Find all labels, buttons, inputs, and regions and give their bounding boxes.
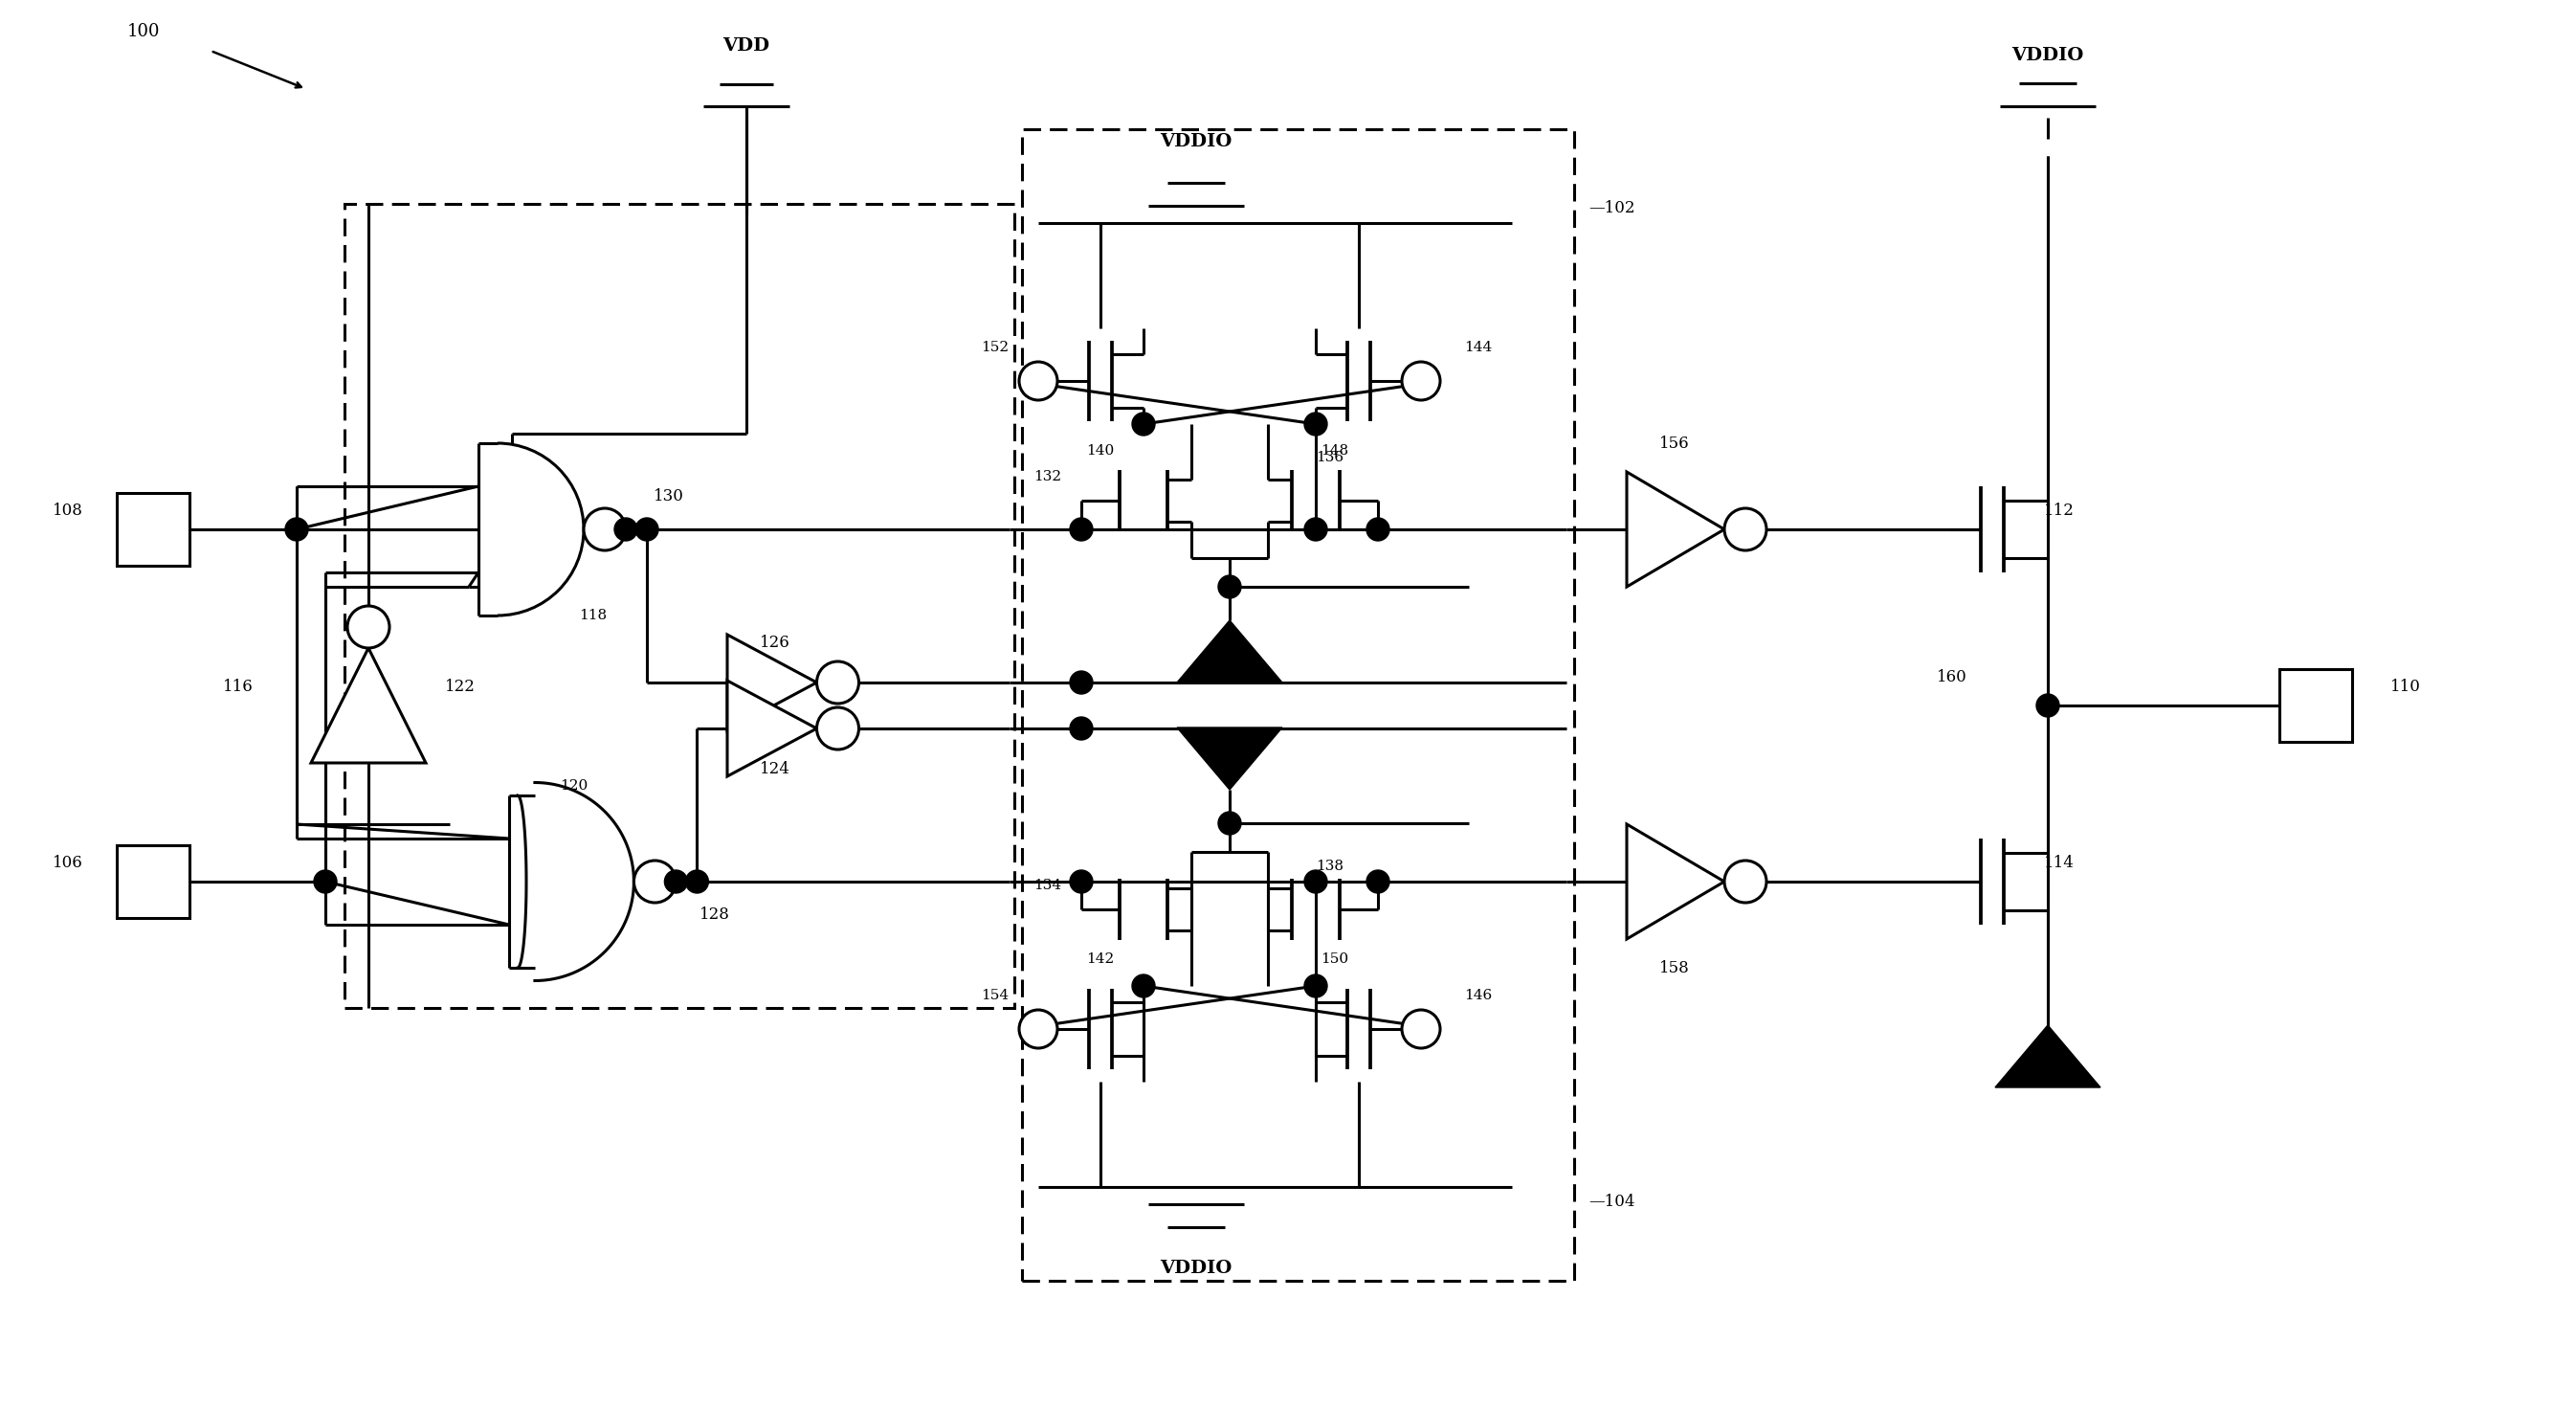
Text: 136: 136 (1316, 451, 1345, 464)
Polygon shape (312, 649, 425, 763)
Text: 160: 160 (1937, 668, 1968, 685)
Circle shape (286, 517, 309, 541)
Circle shape (1401, 362, 1440, 400)
Circle shape (1303, 974, 1327, 997)
Text: VDD: VDD (724, 37, 770, 55)
Polygon shape (726, 634, 817, 730)
Circle shape (1069, 517, 1092, 541)
Polygon shape (1628, 825, 1723, 939)
Text: 116: 116 (224, 678, 252, 695)
Text: 148: 148 (1321, 444, 1350, 458)
Circle shape (2035, 694, 2058, 716)
Circle shape (1218, 812, 1242, 835)
Text: 110: 110 (2391, 678, 2421, 695)
Circle shape (1069, 671, 1092, 694)
Text: 158: 158 (1659, 960, 1690, 976)
Text: 114: 114 (2043, 854, 2074, 870)
Circle shape (1020, 362, 1056, 400)
Circle shape (817, 708, 858, 750)
Circle shape (1365, 517, 1388, 541)
Text: VDDIO: VDDIO (1159, 133, 1231, 151)
Circle shape (585, 508, 626, 550)
Text: 134: 134 (1033, 878, 1061, 893)
Text: 150: 150 (1321, 952, 1350, 966)
Circle shape (348, 606, 389, 649)
Circle shape (314, 870, 337, 893)
Text: 132: 132 (1033, 470, 1061, 484)
Circle shape (1020, 1010, 1056, 1048)
Circle shape (685, 870, 708, 893)
Polygon shape (1996, 1025, 2099, 1087)
Text: 112: 112 (2043, 502, 2074, 519)
Polygon shape (1628, 472, 1723, 587)
Circle shape (1365, 870, 1388, 893)
Text: —102: —102 (1589, 200, 1636, 217)
Text: 122: 122 (446, 678, 477, 695)
Polygon shape (1177, 728, 1283, 790)
Text: 146: 146 (1463, 988, 1492, 1003)
Text: 128: 128 (698, 907, 729, 924)
Circle shape (1401, 1010, 1440, 1048)
Text: 124: 124 (760, 760, 791, 777)
Circle shape (1303, 517, 1327, 541)
Bar (116, 493, 191, 565)
Text: 152: 152 (981, 341, 1010, 354)
Text: 130: 130 (654, 488, 685, 503)
Text: 142: 142 (1087, 952, 1115, 966)
Circle shape (1303, 413, 1327, 436)
Text: 120: 120 (559, 780, 587, 792)
Circle shape (817, 661, 858, 704)
Circle shape (636, 517, 659, 541)
Circle shape (665, 870, 688, 893)
Text: 108: 108 (52, 502, 82, 519)
Text: 100: 100 (126, 23, 160, 41)
Text: 144: 144 (1463, 341, 1492, 354)
Text: VDDIO: VDDIO (1159, 1259, 1231, 1277)
Text: —104: —104 (1589, 1193, 1636, 1210)
Circle shape (1131, 974, 1154, 997)
Circle shape (1069, 716, 1092, 740)
Circle shape (1723, 508, 1767, 550)
Circle shape (1723, 860, 1767, 902)
Circle shape (1131, 413, 1154, 436)
Text: 126: 126 (760, 634, 791, 650)
Text: 156: 156 (1659, 436, 1690, 451)
Bar (2280, 670, 2352, 742)
Text: 106: 106 (54, 854, 82, 870)
Circle shape (1218, 575, 1242, 598)
Text: 138: 138 (1316, 860, 1345, 873)
Text: 118: 118 (580, 609, 608, 622)
Text: 140: 140 (1087, 444, 1115, 458)
Text: 154: 154 (981, 988, 1010, 1003)
Bar (116, 845, 191, 918)
Circle shape (1069, 870, 1092, 893)
Polygon shape (726, 681, 817, 777)
Circle shape (1303, 870, 1327, 893)
Circle shape (613, 517, 636, 541)
Circle shape (634, 860, 675, 902)
Polygon shape (1177, 620, 1283, 682)
Text: VDDIO: VDDIO (2012, 47, 2084, 63)
